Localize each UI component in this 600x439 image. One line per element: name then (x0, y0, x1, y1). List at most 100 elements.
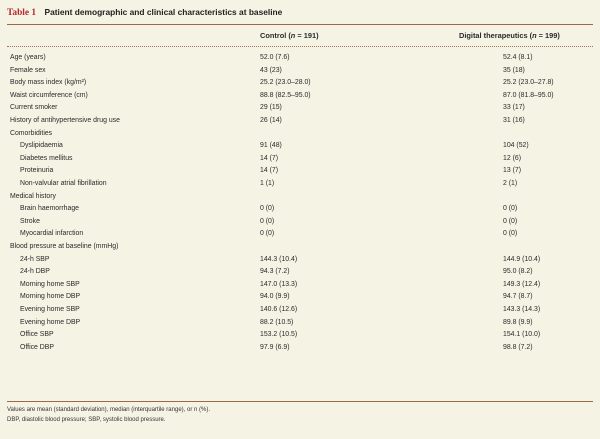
control-value: 52.0 (7.6) (260, 54, 290, 61)
column-header-control: Control (n = 191) (260, 31, 319, 40)
digital-value: 144.9 (10.4) (503, 255, 541, 263)
control-value: 144.3 (10.4) (260, 255, 298, 263)
control-value: 153.2 (10.5) (260, 331, 298, 339)
control-value: 140.6 (12.6) (260, 306, 298, 313)
control-value: 97.9 (6.9) (260, 343, 290, 351)
control-value: 29 (15) (260, 104, 282, 112)
table-row: 24-h DBP 94.3 (7.2) 95.0 (8.2) (0, 266, 600, 278)
row-label: 24-h DBP (20, 268, 50, 276)
control-value: 14 (7) (260, 154, 279, 162)
row-label: Diabetes mellitus (20, 154, 73, 162)
row-label: Waist circumference (cm) (10, 91, 88, 99)
digital-value: 95.0 (8.2) (503, 268, 533, 276)
table-row: Proteinuria 14 (7) 13 (7) (0, 165, 600, 177)
table-row: History of antihypertensive drug use 26 (… (0, 115, 600, 127)
digital-value: 0 (0) (503, 205, 518, 213)
table-row: Body mass index (kg/m²) 25.2 (23.0–28.0) 2… (0, 77, 600, 89)
footnote-2: DBP, diastolic blood pressure; SBP, syst… (7, 417, 166, 423)
table-caption: Table 1 Patient demographic and clinical… (7, 7, 282, 21)
digital-value: 33 (17) (503, 104, 525, 112)
control-header-suffix: = 191) (295, 31, 319, 40)
digital-value: 154.1 (10.0) (503, 331, 541, 339)
digital-value: 87.0 (81.8–95.0) (503, 91, 554, 99)
table-row: Age (years) 52.0 (7.6) 52.4 (8.1) (0, 52, 600, 64)
digital-value: 12 (6) (503, 154, 522, 162)
table-row: Evening home DBP 88.2 (10.5) 89.8 (9.9) (0, 317, 600, 329)
control-value: 14 (7) (260, 167, 279, 175)
control-header-prefix: Control ( (260, 31, 291, 40)
digital-value: 98.8 (7.2) (503, 343, 533, 351)
table-row: Office SBP 153.2 (10.5) 154.1 (10.0) (0, 329, 600, 341)
digital-value: 0 (0) (503, 217, 518, 225)
row-label: Female sex (10, 66, 46, 74)
digital-value: 89.8 (9.9) (503, 318, 533, 326)
control-value: 1 (1) (260, 180, 275, 187)
row-label: Morning home DBP (20, 293, 81, 301)
row-label: Stroke (20, 217, 40, 225)
row-label: Office DBP (20, 343, 54, 351)
table-label: Table 1 (7, 8, 37, 18)
control-value: 147.0 (13.3) (260, 280, 298, 288)
row-label: Body mass index (kg/m²) (10, 79, 87, 87)
table-row: Stroke 0 (0) 0 (0) (0, 216, 600, 228)
table-row: Female sex 43 (23) 35 (18) (0, 65, 600, 77)
row-label: Evening home SBP (20, 306, 80, 313)
digital-header-n: n (532, 31, 537, 40)
digital-value: 2 (1) (503, 180, 518, 187)
control-value: 88.8 (82.5–95.0) (260, 91, 311, 99)
table-row: Current smoker 29 (15) 33 (17) (0, 102, 600, 114)
row-label: History of antihypertensive drug use (10, 117, 120, 124)
digital-header-suffix: = 199) (536, 31, 560, 40)
control-value: 43 (23) (260, 66, 282, 74)
control-value: 94.0 (9.9) (260, 293, 290, 301)
row-label: Medical history (10, 192, 56, 200)
control-header-n: n (290, 31, 296, 40)
row-label: Proteinuria (20, 167, 54, 175)
table-row: Medical history (0, 191, 600, 203)
table-row: Blood pressure at baseline (mmHg) (0, 241, 600, 253)
row-label: Current smoker (10, 104, 58, 112)
row-label: Non-valvular atrial fibrillation (20, 180, 107, 187)
control-value: 91 (48) (260, 142, 282, 150)
row-label: Dyslipidaemia (20, 142, 63, 150)
table-row: Comorbidities (0, 128, 600, 140)
digital-value: 94.7 (8.7) (503, 293, 533, 301)
row-label: Office SBP (20, 331, 54, 339)
row-label: Brain haemorrhage (20, 205, 79, 213)
digital-value: 13 (7) (503, 167, 522, 175)
column-header-digital: Digital therapeutics (n = 199) (459, 31, 560, 40)
control-value: 0 (0) (260, 205, 275, 213)
table-row: Waist circumference (cm) 88.8 (82.5–95.0)… (0, 90, 600, 102)
control-value: 25.2 (23.0–28.0) (260, 79, 311, 87)
footnote-1: Values are mean (standard deviation), me… (7, 407, 210, 413)
table-row: Diabetes mellitus 14 (7) 12 (6) (0, 153, 600, 165)
digital-header-prefix: Digital therapeutics ( (459, 31, 533, 40)
digital-value: 143.3 (14.3) (503, 306, 541, 313)
top-rule (7, 24, 593, 25)
table-row: Dyslipidaemia 91 (48) 104 (52) (0, 140, 600, 152)
control-value: 0 (0) (260, 230, 275, 238)
digital-value: 0 (0) (503, 230, 518, 238)
row-label: Age (years) (10, 54, 46, 61)
control-value: 94.3 (7.2) (260, 268, 290, 276)
digital-value: 149.3 (12.4) (503, 280, 541, 288)
table-row: 24-h SBP 144.3 (10.4) 144.9 (10.4) (0, 254, 600, 266)
digital-value: 52.4 (8.1) (503, 54, 533, 61)
row-label: Evening home DBP (20, 318, 81, 326)
bottom-rule (7, 401, 593, 402)
digital-value: 25.2 (23.0–27.8) (503, 79, 554, 87)
digital-value: 104 (52) (503, 142, 529, 150)
table-row: Non-valvular atrial fibrillation 1 (1) 2 (… (0, 178, 600, 190)
row-label: Myocardial infarction (20, 230, 84, 238)
control-value: 26 (14) (260, 117, 282, 124)
table-row: Morning home DBP 94.0 (9.9) 94.7 (8.7) (0, 291, 600, 303)
table-row: Office DBP 97.9 (6.9) 98.8 (7.2) (0, 342, 600, 354)
table-row: Brain haemorrhage 0 (0) 0 (0) (0, 203, 600, 215)
table-row: Evening home SBP 140.6 (12.6) 143.3 (14.3) (0, 304, 600, 316)
table-row: Myocardial infarction 0 (0) 0 (0) (0, 228, 600, 240)
row-label: Comorbidities (10, 129, 53, 137)
digital-value: 35 (18) (503, 66, 525, 74)
digital-value: 31 (16) (503, 117, 525, 124)
row-label: Blood pressure at baseline (mmHg) (10, 243, 119, 250)
